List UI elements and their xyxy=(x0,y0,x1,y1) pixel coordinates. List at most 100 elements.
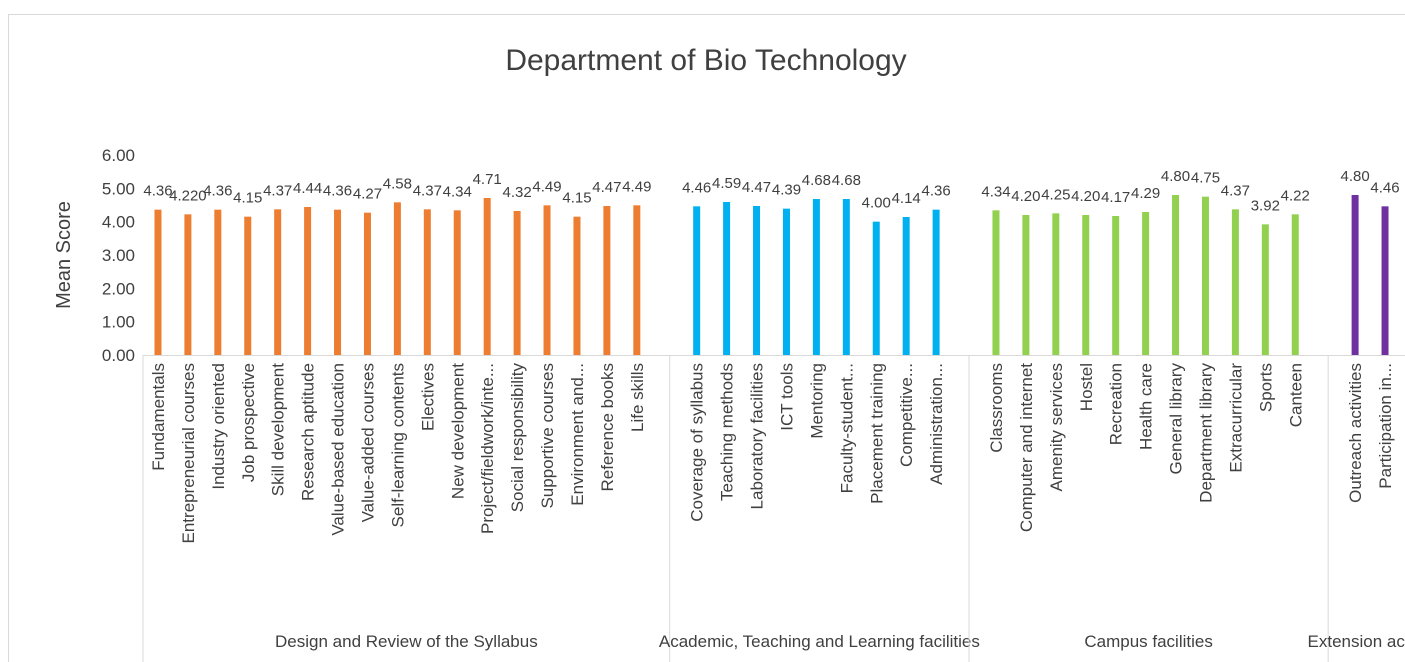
data-label: 4.34 xyxy=(443,183,472,200)
data-label: 4.34 xyxy=(981,183,1010,200)
data-label: 4.44 xyxy=(293,180,322,197)
bar xyxy=(753,206,761,355)
bar xyxy=(603,206,611,355)
bar xyxy=(244,216,252,355)
bar xyxy=(453,210,461,355)
data-label: 4.39 xyxy=(772,182,801,199)
data-label: 4.27 xyxy=(353,186,382,203)
data-label: 4.80 xyxy=(1161,168,1190,185)
y-tick-label: 6.00 xyxy=(102,146,135,165)
data-label: 4.68 xyxy=(802,172,831,189)
x-tick-label: Department library xyxy=(1196,363,1215,503)
x-tick-label: Coverage of syllabus xyxy=(688,363,707,522)
bar xyxy=(872,221,880,355)
x-tick-label: Outreach activities xyxy=(1346,363,1365,503)
bar xyxy=(932,209,940,355)
x-tick-label: Job prospective xyxy=(239,363,258,482)
x-tick-label: Placement training xyxy=(867,363,886,504)
x-tick-label: Life skills xyxy=(628,363,647,432)
x-tick-label: Health care xyxy=(1137,363,1156,450)
data-label: 4.47 xyxy=(592,179,621,196)
bar xyxy=(214,209,222,355)
bar xyxy=(1381,206,1389,355)
x-tick-label: ICT tools xyxy=(777,363,796,431)
bar xyxy=(1052,213,1060,355)
data-label: 4.29 xyxy=(1131,185,1160,202)
x-tick-label: Reference books xyxy=(598,363,617,492)
x-tick-label: Value-based education xyxy=(329,363,348,536)
x-tick-label: Supportive courses xyxy=(538,363,557,509)
bar xyxy=(782,208,790,355)
y-tick-label: 5.00 xyxy=(102,179,135,198)
data-label: 4.14 xyxy=(892,190,921,207)
data-label: 4.36 xyxy=(922,183,951,200)
x-tick-label: Electives xyxy=(418,363,437,431)
bar xyxy=(902,217,910,355)
bar xyxy=(1082,215,1090,355)
data-label: 4.25 xyxy=(1041,186,1070,203)
bar xyxy=(1261,224,1269,355)
bar xyxy=(992,210,1000,355)
bar xyxy=(633,205,641,355)
y-tick-label: 0.00 xyxy=(102,346,135,365)
bar xyxy=(1351,195,1359,355)
x-tick-label: Hostel xyxy=(1077,363,1096,411)
x-tick-label: Teaching methods xyxy=(718,363,737,501)
x-tick-label: Mentoring xyxy=(807,363,826,439)
x-tick-label: Computer and internet xyxy=(1017,363,1036,532)
data-label: 4.220 xyxy=(169,187,207,204)
x-tick-label: Research aptitude xyxy=(299,363,318,501)
x-tick-label: Value-added courses xyxy=(358,363,377,522)
x-tick-label: Industry oriented xyxy=(209,363,228,490)
bar xyxy=(513,211,521,355)
x-tick-label: Competitive... xyxy=(897,363,916,467)
data-label: 4.22 xyxy=(1281,187,1310,204)
bar xyxy=(334,209,342,355)
bar xyxy=(842,199,850,355)
bar xyxy=(723,202,731,355)
data-label: 4.36 xyxy=(143,183,172,200)
x-tick-label: Canteen xyxy=(1286,363,1305,427)
data-label: 3.92 xyxy=(1251,197,1280,214)
bar xyxy=(274,209,282,355)
bar xyxy=(184,214,192,355)
x-tick-label: Laboratory facilities xyxy=(748,363,767,509)
data-label: 4.32 xyxy=(503,184,532,201)
x-tick-label: Extracurricular xyxy=(1226,363,1245,473)
x-tick-label: Participation in... xyxy=(1376,363,1395,489)
data-label: 4.49 xyxy=(532,178,561,195)
x-tick-label: Recreation xyxy=(1107,363,1126,445)
data-label: 4.46 xyxy=(682,179,711,196)
bar xyxy=(693,206,701,355)
data-label: 4.46 xyxy=(1370,179,1399,196)
y-axis-title: Mean Score xyxy=(53,201,75,309)
data-label: 4.59 xyxy=(712,175,741,192)
x-tick-label: Self-learning contents xyxy=(388,363,407,527)
data-label: 4.36 xyxy=(203,183,232,200)
bar xyxy=(1172,195,1180,355)
bar xyxy=(1142,212,1150,355)
data-label: 4.49 xyxy=(622,178,651,195)
data-label: 4.20 xyxy=(1071,188,1100,205)
bar xyxy=(304,207,312,355)
bar xyxy=(1231,209,1239,355)
bar xyxy=(393,202,401,355)
group-label: Extension activi xyxy=(1308,632,1405,651)
data-label: 4.20 xyxy=(1011,188,1040,205)
x-tick-label: Entrepreneurial courses xyxy=(179,363,198,543)
data-label: 4.71 xyxy=(473,171,502,188)
x-tick-label: Social responsibility xyxy=(508,363,527,513)
x-tick-label: Classrooms xyxy=(987,363,1006,453)
x-tick-label: Fundamentals xyxy=(149,363,168,471)
bar xyxy=(423,209,431,355)
data-label: 4.68 xyxy=(832,172,861,189)
x-tick-label: Faculty-student... xyxy=(837,363,856,493)
y-tick-label: 2.00 xyxy=(102,279,135,298)
bar xyxy=(363,212,371,355)
group-label: Campus facilities xyxy=(1084,632,1213,651)
x-tick-label: New development xyxy=(448,363,467,499)
bar xyxy=(543,205,551,355)
chart-title: Department of Bio Technology xyxy=(505,44,906,77)
y-tick-label: 1.00 xyxy=(102,313,135,332)
data-label: 4.17 xyxy=(1101,189,1130,206)
